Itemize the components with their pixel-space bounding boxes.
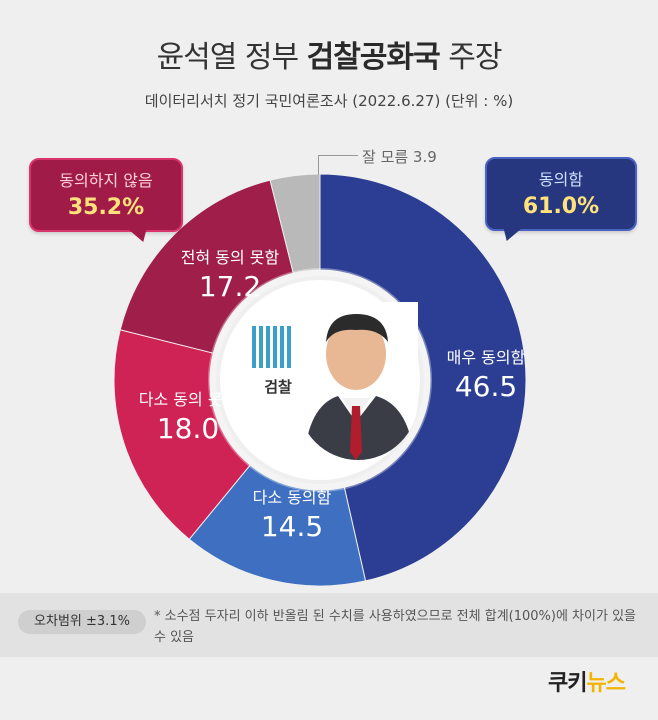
slice-strongly-disagree: [119, 179, 294, 354]
agree-total-callout: 동의함 61.0%: [485, 157, 637, 231]
chart-subtitle: 데이터리서치 정기 국민여론조사 (2022.6.27) (단위 : %): [144, 92, 514, 110]
segment-value: 46.5: [454, 370, 518, 403]
segment-label-strongly-agree: 매우 동의함 46.5: [416, 344, 556, 403]
brand-logo: 쿠키뉴스: [548, 665, 626, 697]
chart-title: 윤석열 정부 검찰공화국 주장: [0, 32, 658, 76]
segment-label-somewhat-disagree: 다소 동의 못함 18.0: [118, 386, 258, 445]
title-highlight: 검찰공화국: [306, 40, 441, 75]
segment-value: 14.5: [260, 510, 324, 543]
error-margin-badge: 오차범위 ±3.1%: [18, 610, 146, 634]
segment-name: 전혀 동의 못함: [180, 248, 280, 267]
portrait-photo: [298, 302, 418, 460]
prosecution-logo: 검찰: [252, 326, 304, 406]
rounding-note: * 소수점 두자리 이하 반올림 된 수치를 사용하였으므로 전체 합계(100…: [154, 609, 636, 645]
disagree-label: 동의하지 않음: [59, 171, 153, 190]
logo-text: 검찰: [264, 378, 292, 396]
logo-bars-icon: [252, 326, 304, 368]
dontknow-leader-line-vertical: [318, 155, 319, 175]
segment-name: 매우 동의함: [446, 348, 526, 367]
disagree-value: 35.2%: [67, 195, 145, 220]
inner-ring: [208, 268, 432, 492]
title-prefix: 윤석열 정부: [156, 40, 300, 75]
segment-label-somewhat-agree: 다소 동의함 14.5: [222, 484, 362, 543]
dontknow-leader-line: [318, 155, 358, 156]
segment-name: 다소 동의 못함: [138, 390, 238, 409]
brand-part-b: 뉴스: [586, 671, 625, 696]
agree-label: 동의함: [538, 170, 584, 189]
brand-part-a: 쿠키: [548, 671, 587, 696]
segment-name: 다소 동의함: [252, 488, 332, 507]
slice-dont-know: [269, 173, 321, 274]
slice-somewhat-disagree: [113, 329, 251, 540]
segment-label-strongly-disagree: 전혀 동의 못함 17.2: [160, 244, 300, 303]
segment-value: 17.2: [198, 270, 262, 303]
agree-value: 61.0%: [522, 194, 600, 219]
title-suffix: 주장: [448, 40, 502, 75]
disagree-total-callout: 동의하지 않음 35.2%: [29, 158, 183, 232]
dontknow-label: 잘 모름 3.9: [362, 148, 437, 166]
segment-value: 18.0: [156, 412, 220, 445]
